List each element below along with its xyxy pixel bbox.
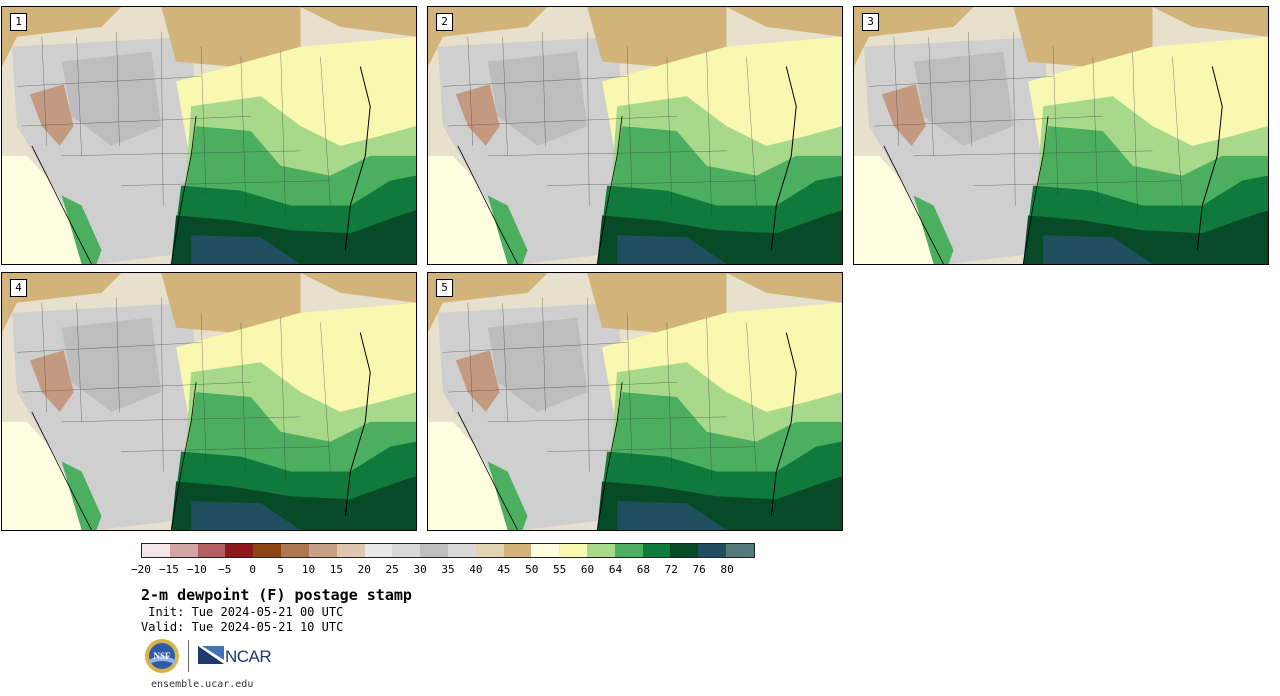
colorbar-tick-label: 25	[385, 563, 399, 576]
init-time: Init: Tue 2024-05-21 00 UTC	[141, 605, 344, 619]
colorbar-tick-label: 0	[249, 563, 256, 576]
colorbar-tick-label: 45	[497, 563, 511, 576]
logo-divider	[188, 640, 189, 672]
colorbar-swatch	[698, 544, 727, 557]
colorbar-swatch	[614, 544, 643, 557]
colorbar-swatch	[447, 544, 476, 557]
panel-number: 3	[862, 13, 879, 31]
colorbar-swatch	[642, 544, 671, 557]
colorbar-swatch	[475, 544, 504, 557]
panel-number: 4	[10, 279, 27, 297]
colorbar-tick-label: 40	[469, 563, 483, 576]
dewpoint-map	[854, 7, 1268, 264]
postage-stamp-panel-3: 3	[853, 6, 1269, 265]
colorbar-tick-label: 55	[553, 563, 567, 576]
colorbar-swatch	[308, 544, 337, 557]
colorbar-swatch	[559, 544, 587, 557]
colorbar-tick-label: −15	[158, 563, 179, 576]
site-url: ensemble.ucar.edu	[151, 679, 254, 690]
colorbar-tick-label: −5	[218, 563, 232, 576]
colorbar-swatch	[531, 544, 560, 557]
nsf-logo: NSF	[145, 639, 179, 673]
colorbar-tick-labels: −20 −15 −10 −5 0 5 10 15 20 25 30 35 40 45 50 55 60 64 68 7…	[131, 563, 755, 577]
colorbar-swatch	[169, 544, 198, 557]
colorbar-tick-label: 35	[441, 563, 455, 576]
colorbar-tick-label: −20	[131, 563, 151, 576]
dewpoint-colorbar	[141, 543, 755, 558]
dewpoint-map	[2, 7, 416, 264]
postage-stamp-panel-4: 4	[1, 272, 417, 531]
colorbar-swatch	[420, 544, 448, 557]
colorbar-swatch	[726, 544, 754, 557]
postage-stamp-panel-1: 1	[1, 6, 417, 265]
logos: NSF NCAR	[144, 638, 274, 676]
postage-stamp-panel-5: 5	[427, 272, 843, 531]
colorbar-tick-label: −10	[186, 563, 207, 576]
colorbar-tick-label: 10	[301, 563, 316, 576]
panel-number: 5	[436, 279, 453, 297]
postage-stamp-panel-2: 2	[427, 6, 843, 265]
colorbar-tick-label: 30	[413, 563, 427, 576]
colorbar-swatch	[281, 544, 309, 557]
dewpoint-map	[2, 273, 416, 530]
colorbar-swatch	[336, 544, 365, 557]
dewpoint-map	[428, 7, 842, 264]
colorbar-swatch	[587, 544, 615, 557]
colorbar-tick-label: 72	[664, 563, 678, 576]
colorbar-swatch	[364, 544, 393, 557]
colorbar-tick-label: 20	[357, 563, 371, 576]
panel-number: 1	[10, 13, 27, 31]
ncar-mark-icon	[198, 646, 224, 664]
colorbar-tick-label: 80	[720, 563, 734, 576]
colorbar-tick-label: 60	[580, 563, 595, 576]
colorbar-swatch	[253, 544, 282, 557]
colorbar-swatch	[392, 544, 421, 557]
dewpoint-map	[428, 273, 842, 530]
colorbar-tick-label: 76	[692, 563, 706, 576]
colorbar-tick-label: 15	[329, 563, 343, 576]
colorbar-swatch	[225, 544, 254, 557]
colorbar-swatch	[197, 544, 226, 557]
colorbar-tick-label: 64	[608, 563, 623, 576]
colorbar-tick-label: 50	[525, 563, 539, 576]
figure-title: 2-m dewpoint (F) postage stamp	[141, 586, 412, 604]
ncar-logo-text: NCAR	[225, 647, 272, 666]
colorbar-tick-label: 5	[277, 563, 284, 576]
colorbar-swatch	[142, 544, 170, 557]
colorbar-swatch	[670, 544, 699, 557]
colorbar-tick-label: 68	[636, 563, 650, 576]
colorbar-swatch	[503, 544, 532, 557]
panel-number: 2	[436, 13, 453, 31]
svg-text:NSF: NSF	[153, 651, 171, 661]
valid-time: Valid: Tue 2024-05-21 10 UTC	[141, 620, 344, 634]
